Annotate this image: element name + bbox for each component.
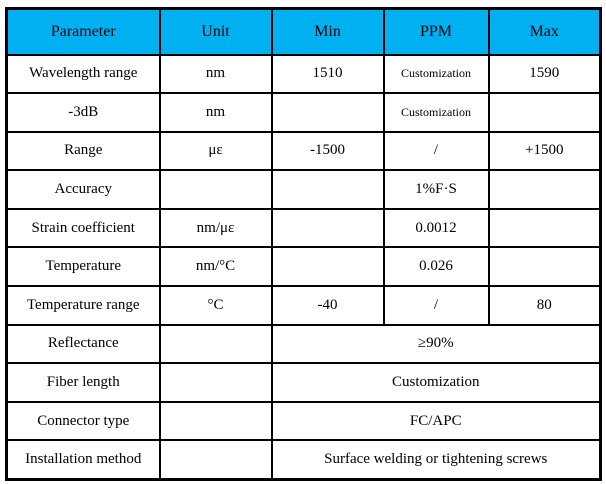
cell-unit: nm [158,53,273,95]
cell-value-span: FC/APC [270,400,602,442]
table-row-temperature-range: Temperature range °C -40 / 80 [5,285,602,326]
cell-max [487,246,602,288]
cell-ppm: / [382,130,490,172]
table-row-connector-type: Connector type FC/APC [5,400,602,442]
cell-max [487,169,602,210]
cell-ppm: Customization [382,53,490,95]
cell-parameter: Temperature range [5,285,161,326]
cell-parameter: Wavelength range [5,53,161,95]
cell-value-span: ≥90% [270,323,602,365]
cell-parameter: Strain coefficient [5,207,161,249]
cell-unit: nm/με [158,207,273,249]
column-header-min: Min [270,7,385,56]
cell-parameter: -3dB [5,92,161,133]
cell-unit [158,439,273,481]
cell-ppm: 1%F·S [382,169,490,210]
cell-min [270,92,385,133]
column-header-parameter: Parameter [5,7,161,56]
table-row-range: Range με -1500 / +1500 [5,130,602,172]
cell-min [270,246,385,288]
cell-parameter: Range [5,130,161,172]
cell-ppm: 0.026 [382,246,490,288]
table-row-reflectance: Reflectance ≥90% [5,323,602,365]
cell-unit: nm/°C [158,246,273,288]
cell-parameter: Fiber length [5,362,161,403]
cell-min: 1510 [270,53,385,95]
table-row-temperature: Temperature nm/°C 0.026 [5,246,602,288]
cell-parameter: Temperature [5,246,161,288]
cell-value-span: Customization [270,362,602,403]
cell-min: -1500 [270,130,385,172]
cell-parameter: Accuracy [5,169,161,210]
cell-min [270,207,385,249]
cell-unit: με [158,130,273,172]
cell-unit [158,323,273,365]
cell-max: 80 [487,285,602,326]
cell-ppm: 0.0012 [382,207,490,249]
cell-unit: °C [158,285,273,326]
specification-table: Parameter Unit Min PPM Max Wavelength ra… [5,7,602,481]
table-row-fiber-length: Fiber length Customization [5,362,602,403]
header-row: Parameter Unit Min PPM Max [5,7,602,56]
table-row-wavelength-range: Wavelength range nm 1510 Customization 1… [5,53,602,95]
column-header-unit: Unit [158,7,273,56]
cell-min: -40 [270,285,385,326]
cell-unit: nm [158,92,273,133]
cell-ppm: Customization [382,92,490,133]
cell-value-span: Surface welding or tightening screws [270,439,602,481]
cell-min [270,169,385,210]
table-row-installation-method: Installation method Surface welding or t… [5,439,602,481]
column-header-max: Max [487,7,602,56]
cell-unit [158,400,273,442]
cell-max: 1590 [487,53,602,95]
cell-unit [158,362,273,403]
cell-unit [158,169,273,210]
cell-parameter: Installation method [5,439,161,481]
cell-parameter: Connector type [5,400,161,442]
cell-max [487,92,602,133]
table-row-3db: -3dB nm Customization [5,92,602,133]
cell-ppm: / [382,285,490,326]
table-row-strain-coefficient: Strain coefficient nm/με 0.0012 [5,207,602,249]
table-row-accuracy: Accuracy 1%F·S [5,169,602,210]
cell-max: +1500 [487,130,602,172]
column-header-ppm: PPM [382,7,490,56]
cell-max [487,207,602,249]
cell-parameter: Reflectance [5,323,161,365]
